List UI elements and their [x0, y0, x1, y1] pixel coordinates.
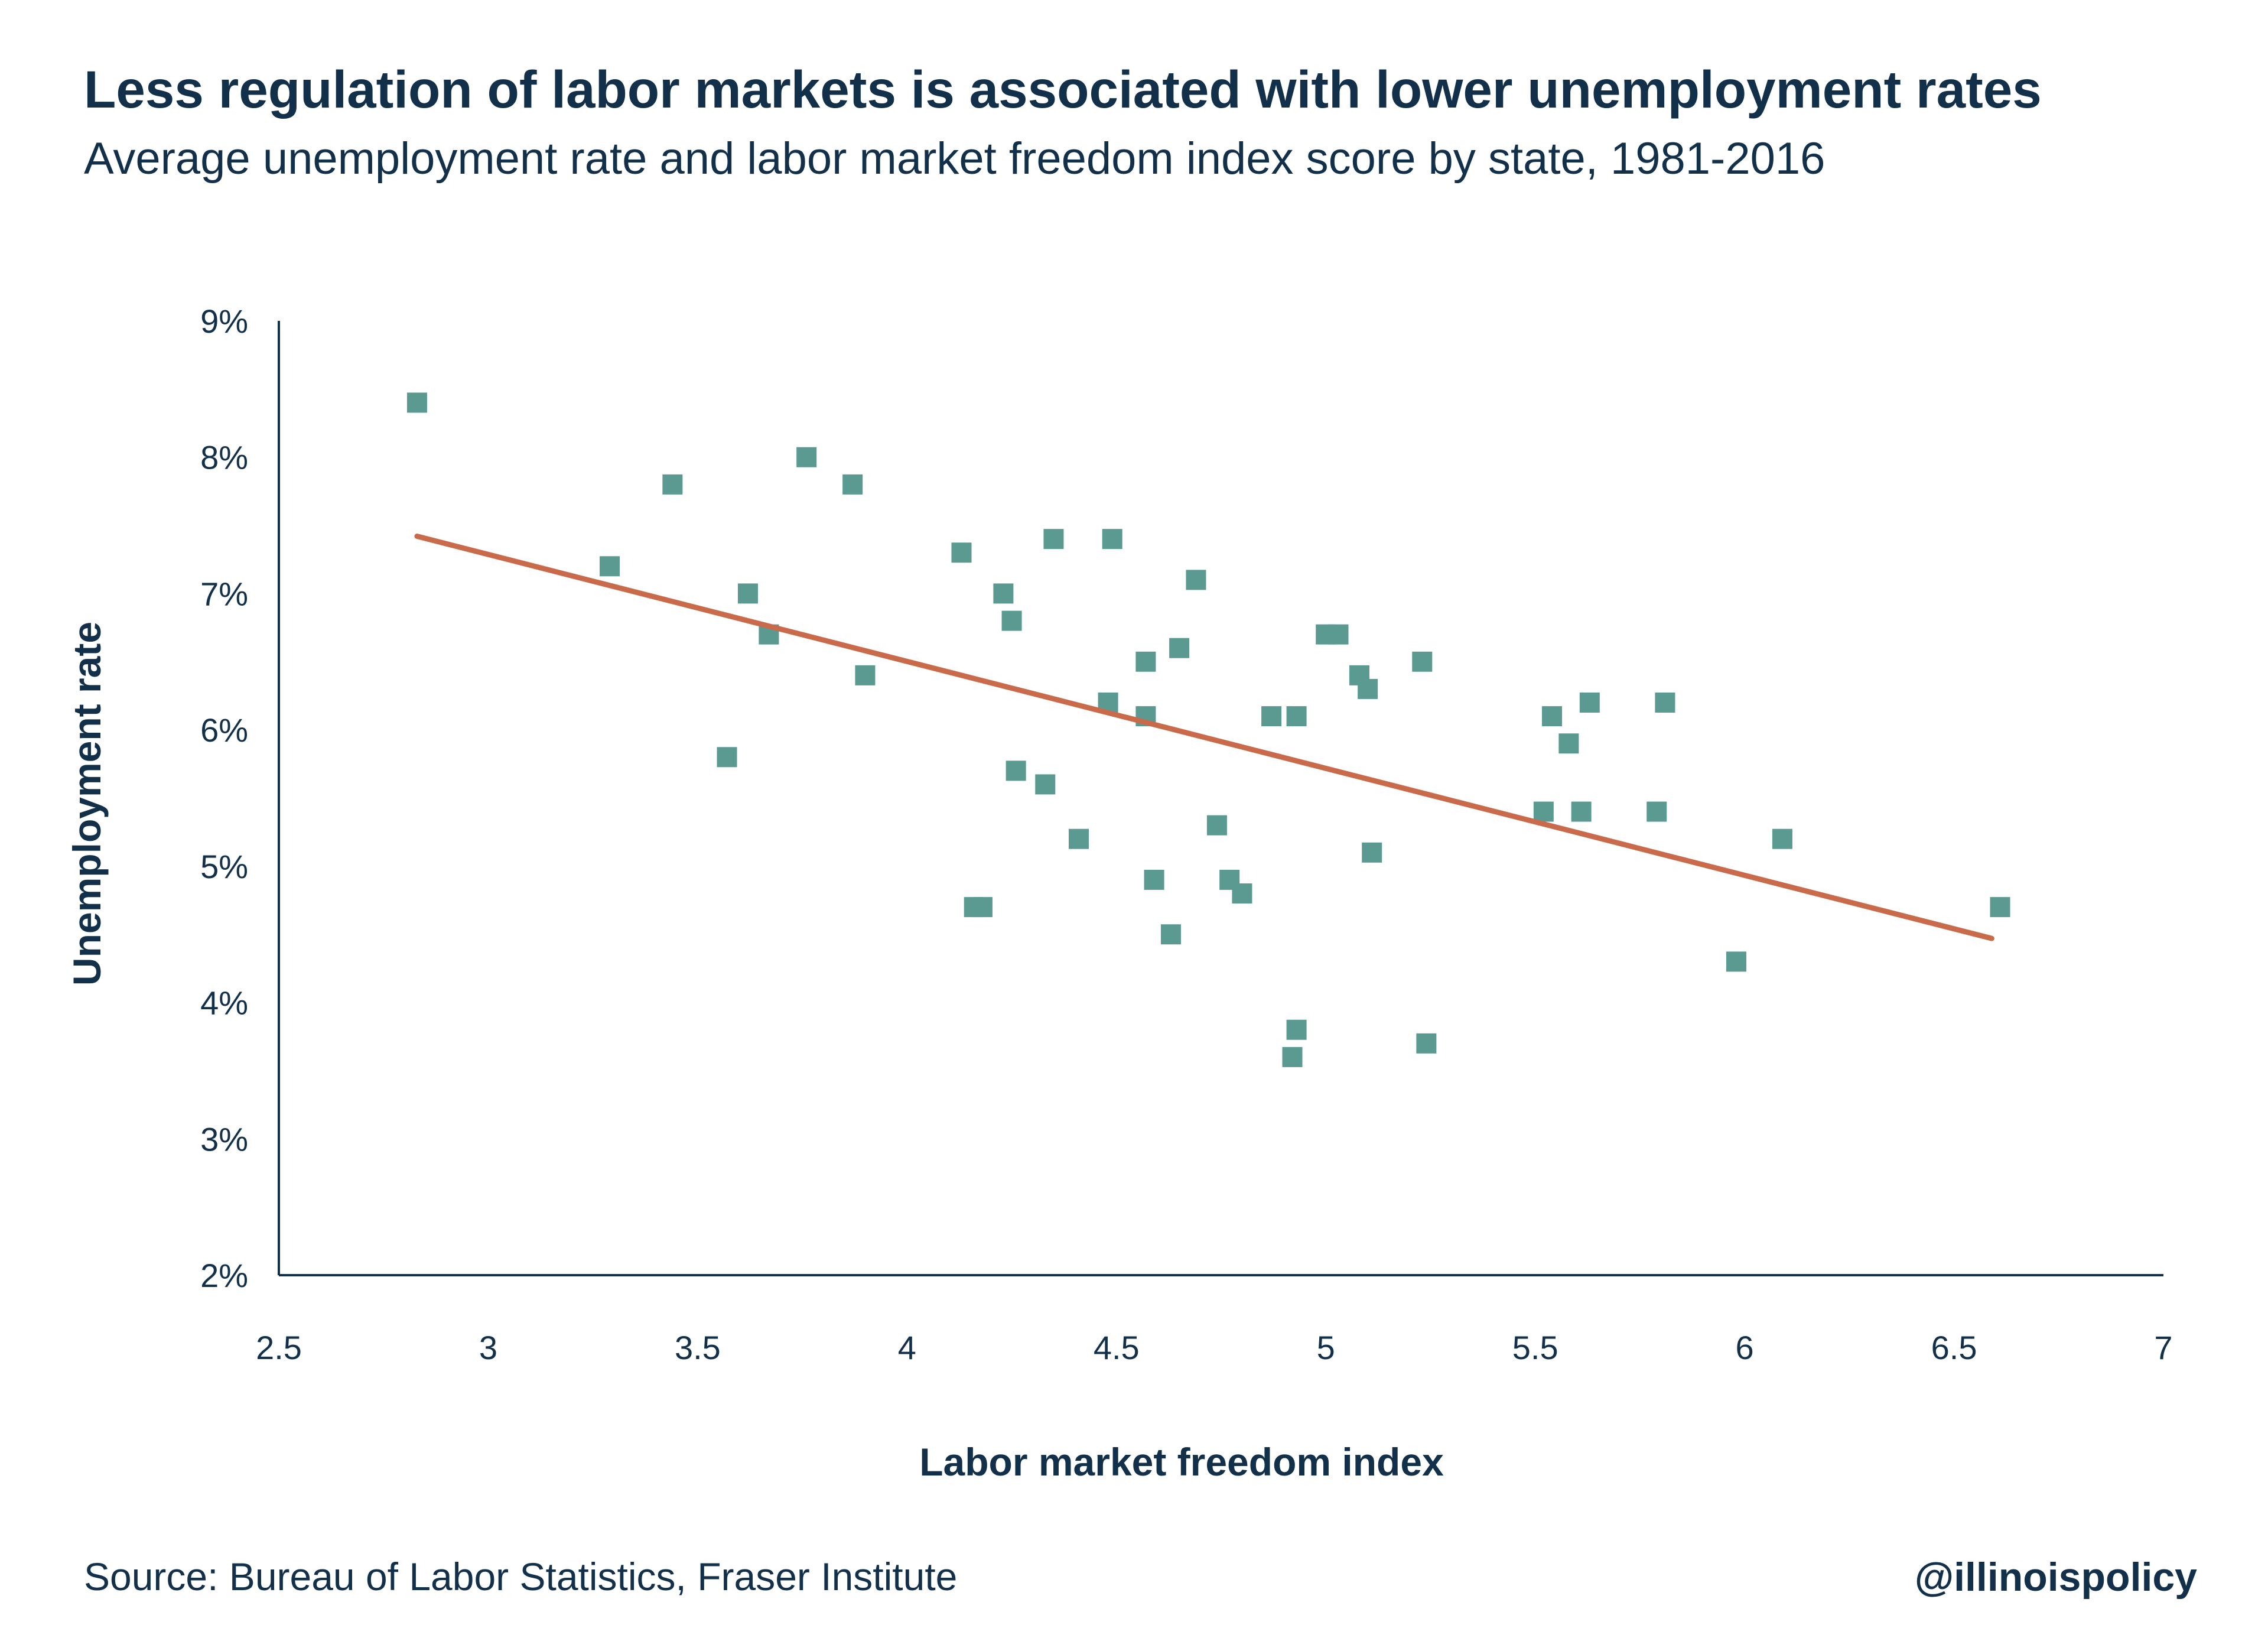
y-tick-label: 9%: [200, 303, 248, 340]
data-point-32: [1286, 706, 1307, 727]
data-point-23: [1144, 869, 1164, 890]
x-tick-label: 4.5: [1094, 1329, 1140, 1366]
data-point-27: [1206, 815, 1227, 836]
y-tick-label: 4%: [200, 984, 248, 1022]
data-point-45: [1579, 693, 1600, 713]
data-point-7: [796, 447, 817, 467]
data-point-3: [662, 474, 683, 495]
data-point-12: [972, 897, 993, 918]
data-point-25: [1169, 638, 1190, 658]
data-point-1: [406, 392, 427, 413]
data-point-20: [1102, 529, 1122, 550]
tick-labels-layer: 2.5 3 3.5 4 4.5 5 5.5 6 6.5 7 2% 3% 4% 5% 6% 7% 8% 9%: [200, 303, 2173, 1366]
data-point-18: [1068, 828, 1089, 849]
y-tick-label: 2%: [200, 1257, 248, 1294]
data-point-37: [1358, 678, 1378, 699]
y-tick-label: 3%: [200, 1120, 248, 1158]
data-point-9: [855, 665, 876, 685]
data-point-40: [1416, 1033, 1437, 1054]
trend-line: [414, 534, 1994, 941]
data-point-31: [1282, 1046, 1303, 1067]
x-tick-label: 2.5: [256, 1329, 302, 1366]
points-layer: [406, 392, 2010, 1067]
data-point-47: [1655, 693, 1675, 713]
data-point-4: [717, 747, 737, 768]
data-point-5: [737, 583, 758, 604]
trendline-layer: [414, 534, 1994, 941]
data-point-41: [1533, 801, 1554, 822]
data-point-42: [1542, 706, 1563, 727]
x-axis-label: Labor market freedom index: [919, 1440, 1444, 1484]
data-point-15: [1006, 760, 1026, 781]
x-tick-label: 6.5: [1931, 1329, 1977, 1366]
data-point-2: [600, 556, 620, 577]
data-point-38: [1362, 842, 1382, 863]
data-point-10: [951, 542, 972, 563]
axes-layer: [278, 321, 2163, 1276]
data-point-39: [1412, 651, 1433, 672]
x-tick-label: 4: [898, 1329, 916, 1366]
data-point-14: [1001, 610, 1022, 631]
x-tick-label: 5: [1317, 1329, 1335, 1366]
data-point-33: [1286, 1019, 1307, 1040]
y-tick-label: 5%: [200, 848, 248, 885]
data-point-44: [1571, 801, 1592, 822]
data-point-17: [1043, 529, 1064, 550]
chart-title: Less regulation of labor markets is asso…: [84, 60, 2042, 119]
data-point-46: [1647, 801, 1667, 822]
data-point-26: [1186, 570, 1206, 590]
data-point-30: [1261, 706, 1282, 727]
x-tick-label: 7: [2154, 1329, 2172, 1366]
x-tick-label: 5.5: [1512, 1329, 1558, 1366]
social-handle: @illinoispolicy: [1914, 1555, 2197, 1600]
x-tick-label: 6: [1736, 1329, 1754, 1366]
data-point-29: [1232, 883, 1252, 904]
source-note: Source: Bureau of Labor Statistics, Fras…: [84, 1555, 958, 1598]
x-tick-label: 3.5: [675, 1329, 721, 1366]
data-point-13: [993, 583, 1014, 604]
data-point-24: [1160, 924, 1181, 945]
data-point-48: [1726, 951, 1746, 972]
data-point-50: [1990, 897, 2010, 918]
data-point-16: [1035, 774, 1056, 795]
data-point-8: [842, 474, 863, 495]
y-axis-label: Unemployment rate: [65, 622, 109, 986]
y-tick-label: 6%: [200, 711, 248, 749]
y-tick-label: 8%: [200, 439, 248, 476]
data-point-43: [1558, 733, 1579, 754]
data-point-21: [1135, 651, 1156, 672]
chart-subtitle: Average unemployment rate and labor mark…: [84, 134, 1826, 184]
data-point-49: [1772, 828, 1792, 849]
y-tick-label: 7%: [200, 575, 248, 612]
x-tick-label: 3: [479, 1329, 497, 1366]
data-point-35: [1328, 624, 1349, 645]
